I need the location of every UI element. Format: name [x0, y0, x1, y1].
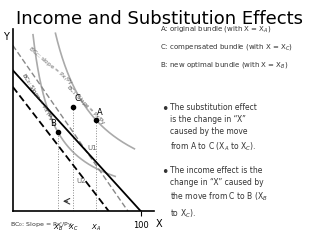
Text: B: new optimal bundle (with X = X$_B$): B: new optimal bundle (with X = X$_B$) [160, 60, 289, 70]
Text: A: A [97, 108, 103, 117]
Text: B: B [51, 119, 56, 128]
Text: BC$_C$: slope = Px/Py: BC$_C$: slope = Px/Py [26, 45, 75, 88]
Text: A: original bundle (with X = X$_A$): A: original bundle (with X = X$_A$) [160, 24, 271, 34]
Text: BC$_0$: Slope = Px'/Py: BC$_0$: Slope = Px'/Py [10, 220, 72, 228]
Text: •: • [162, 166, 169, 179]
Text: X: X [156, 220, 163, 229]
Text: Income and Substitution Effects: Income and Substitution Effects [17, 10, 303, 28]
Text: C: C [74, 94, 80, 103]
Text: C: compensated bundle (with X = X$_C$): C: compensated bundle (with X = X$_C$) [160, 42, 293, 52]
Text: The income effect is the
change in “X” caused by
the move from C to B (X$_B$
to : The income effect is the change in “X” c… [170, 166, 268, 220]
Text: $X_C$: $X_C$ [68, 223, 78, 233]
Text: •: • [162, 103, 169, 116]
Text: U2: U2 [77, 178, 86, 184]
Text: BC$_0$: Slope = Px'/Py: BC$_0$: Slope = Px'/Py [19, 71, 56, 123]
Text: U1: U1 [87, 145, 97, 151]
Text: $X_B$: $X_B$ [52, 223, 63, 233]
Text: The substitution effect
is the change in “X”
caused by the move
from A to C (X$_: The substitution effect is the change in… [170, 103, 256, 153]
Text: $X_A$: $X_A$ [91, 223, 101, 233]
Text: BC$_1$: Slope = Px/Py: BC$_1$: Slope = Px/Py [64, 83, 108, 128]
Text: Y: Y [3, 32, 9, 42]
